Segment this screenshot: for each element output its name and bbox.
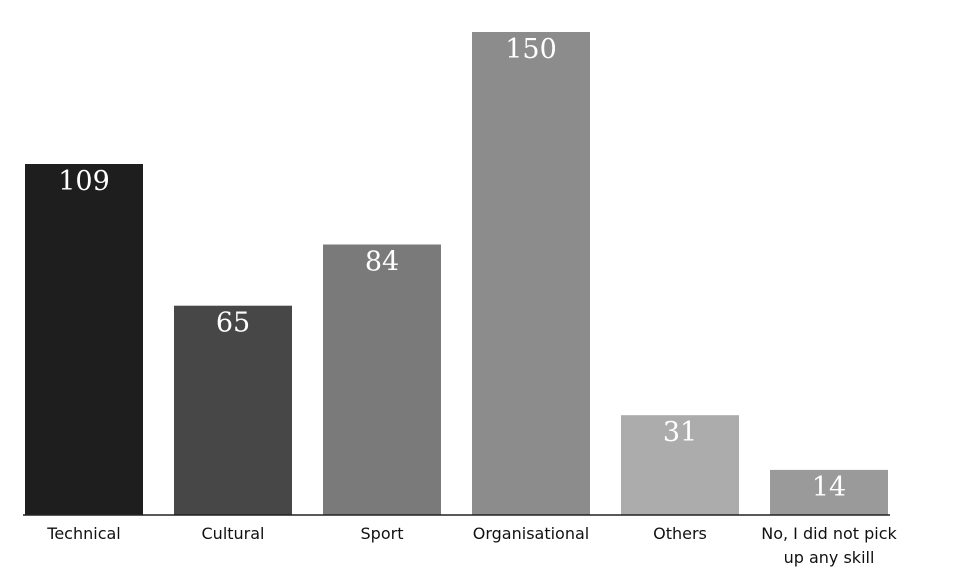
bar-0 xyxy=(25,164,143,515)
category-label-0: Technical xyxy=(46,524,120,543)
category-label-3: Organisational xyxy=(473,524,589,543)
bar-4 xyxy=(621,415,739,515)
category-label-5: No, I did not pick up any skill xyxy=(761,524,897,567)
bars-group xyxy=(25,32,888,515)
bar-value-label-0: 109 xyxy=(58,166,110,197)
bar-1 xyxy=(174,305,292,515)
bar-value-label-4: 31 xyxy=(663,417,697,448)
bar-value-label-2: 84 xyxy=(365,247,399,278)
category-label-line-4-0: Others xyxy=(653,524,707,543)
bar-value-label-1: 65 xyxy=(216,308,250,339)
category-label-4: Others xyxy=(653,524,707,543)
category-label-2: Sport xyxy=(361,524,404,543)
bar-2 xyxy=(323,244,441,515)
bar-value-label-5: 14 xyxy=(812,472,846,503)
category-label-line-2-0: Sport xyxy=(361,524,404,543)
bar-5 xyxy=(770,469,888,515)
category-label-1: Cultural xyxy=(202,524,265,543)
category-label-line-5-0: No, I did not pick xyxy=(761,524,897,543)
category-label-line-1-0: Cultural xyxy=(202,524,265,543)
category-labels-group: Technical Cultural Sport Organisational Othe… xyxy=(46,524,897,567)
bar-3 xyxy=(472,32,590,515)
value-labels-group: 109 65 84 150 31 14 xyxy=(58,34,846,503)
category-label-line-5-1: up any skill xyxy=(784,548,875,567)
category-label-line-0-0: Technical xyxy=(46,524,120,543)
bar-value-label-3: 150 xyxy=(505,34,557,65)
category-label-line-3-0: Organisational xyxy=(473,524,589,543)
